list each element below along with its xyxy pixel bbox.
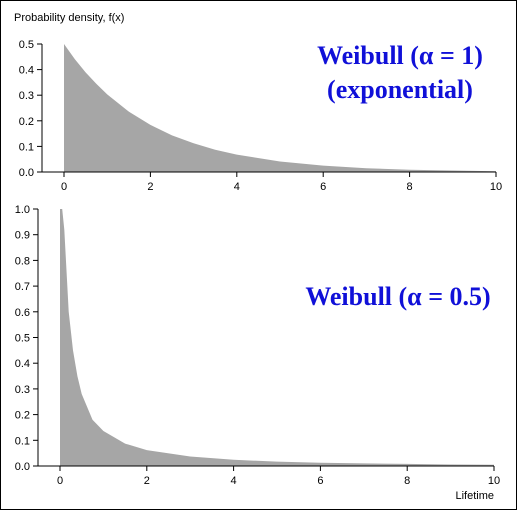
bot-y-tick-label: 0.5	[15, 333, 30, 345]
bottom-x-ticks: 0 2 4 6 8 10	[57, 466, 500, 487]
bottom-density-area	[60, 209, 494, 466]
top-y-axis-title: Probability density, f(x)	[14, 12, 124, 24]
bot-y-tick-label: 0.1	[15, 435, 30, 447]
bot-y-tick-label: 0.0	[15, 461, 30, 473]
bot-y-tick-label: 0.8	[15, 255, 30, 267]
bottom-x-axis-title: Lifetime	[455, 490, 494, 502]
top-x-tick-label: 2	[147, 181, 153, 193]
top-y-tick-label: 0.2	[19, 116, 34, 128]
bottom-annotation: Weibull (α = 0.5)	[305, 282, 490, 311]
bot-y-tick-label: 0.4	[15, 358, 30, 370]
top-x-tick-label: 10	[490, 181, 502, 193]
bot-x-tick-label: 2	[144, 475, 150, 487]
top-annotation-line-2: (exponential)	[327, 75, 473, 104]
bot-y-tick-label: 0.6	[15, 307, 30, 319]
top-chart: Probability density, f(x) 0.00.10.20.30.…	[14, 12, 502, 193]
top-y-tick-label: 0.3	[19, 90, 34, 102]
top-y-tick-label: 0.4	[19, 65, 34, 77]
bot-x-tick-label: 8	[404, 475, 410, 487]
top-x-tick-label: 8	[407, 181, 413, 193]
bot-y-tick-label: 0.3	[15, 384, 30, 396]
top-y-ticks: 0.0 0.1 0.2 0.3 0.4 0.5	[19, 39, 42, 179]
top-annotation-line-1: Weibull (α = 1)	[317, 41, 483, 70]
top-y-tick-label: 0.1	[19, 141, 34, 153]
bottom-y-ticks: 0.0 0.1 0.2 0.3 0.4 0.5 0.6 0.7 0.8 0.9 1.0	[15, 204, 38, 473]
top-x-tick-label: 4	[234, 181, 240, 193]
bot-x-tick-label: 6	[317, 475, 323, 487]
top-y-tick-label: 0.5	[19, 39, 34, 51]
bot-x-tick-label: 10	[488, 475, 500, 487]
bottom-chart: 0.0 0.1 0.2 0.3 0.4 0.5 0.6 0.7 0.8 0.9 1.0 0 2 4 6 8 1…	[15, 204, 500, 502]
bot-y-tick-label: 0.7	[15, 281, 30, 293]
top-x-ticks: 0 2 4 6 8 10	[61, 172, 502, 193]
bot-x-tick-label: 0	[57, 475, 63, 487]
bot-x-tick-label: 4	[231, 475, 237, 487]
top-x-tick-label: 6	[320, 181, 326, 193]
top-x-tick-label: 0	[61, 181, 67, 193]
bot-y-tick-label: 1.0	[15, 204, 30, 216]
top-density-area	[64, 44, 496, 172]
bot-y-tick-label: 0.2	[15, 410, 30, 422]
bot-y-tick-label: 0.9	[15, 230, 30, 242]
top-y-tick-label: 0.0	[19, 167, 34, 179]
